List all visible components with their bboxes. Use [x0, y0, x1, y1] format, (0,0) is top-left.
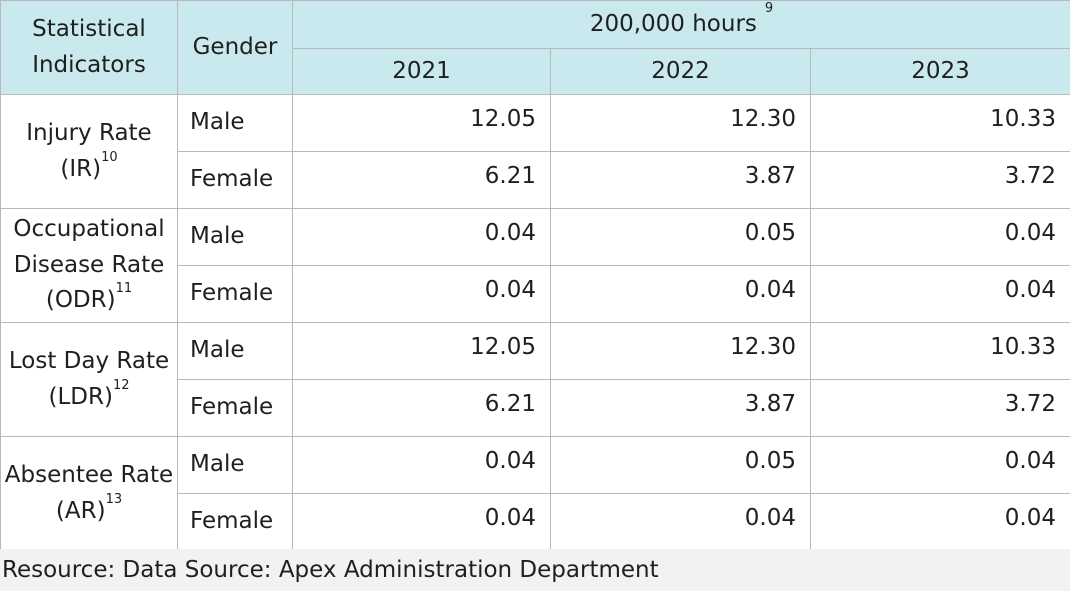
value-cell: 0.04 [809, 493, 1070, 551]
value-cell: 3.72 [809, 151, 1070, 209]
gender-cell: Male [177, 436, 293, 494]
value-cell: 10.33 [809, 94, 1070, 152]
indicator-cell: Injury Rate (IR)10 [0, 94, 178, 209]
value-cell: 10.33 [809, 322, 1070, 380]
table-body: Injury Rate (IR)10 Male 12.05 12.30 10.3… [0, 94, 1070, 551]
header-statistical-indicators: Statistical Indicators [0, 0, 178, 95]
gender-cell: Female [177, 379, 293, 437]
indicator-cell: Occupational Disease Rate (ODR)11 [0, 208, 178, 323]
indicator-cell: Absentee Rate (AR)13 [0, 436, 178, 551]
table-row: Occupational Disease Rate (ODR)11 Male 0… [0, 208, 1070, 323]
table-header: Statistical Indicators Gender 200,000 ho… [0, 0, 1070, 95]
value-cell: 0.04 [550, 493, 811, 551]
header-year-2021: 2021 [292, 48, 551, 95]
table-row: Absentee Rate (AR)13 Male 0.04 0.05 0.04 [0, 436, 1070, 551]
value-cell: 6.21 [292, 379, 551, 437]
value-cell: 3.87 [550, 379, 811, 437]
header-year-2022: 2022 [550, 48, 811, 95]
table-row: Female 6.21 3.87 3.72 [1, 379, 1070, 437]
safety-statistics-table: Statistical Indicators Gender 200,000 ho… [0, 0, 1070, 551]
value-cell: 0.05 [550, 208, 811, 266]
gender-cell: Female [177, 151, 293, 209]
value-cell: 0.04 [550, 265, 811, 323]
header-year-2023: 2023 [809, 48, 1070, 95]
footnote-marker: 10 [101, 149, 118, 165]
footnote-marker: 11 [115, 281, 133, 297]
gender-cell: Male [177, 94, 293, 152]
gender-cell: Female [177, 493, 293, 551]
footnote-9: 9 [764, 0, 774, 16]
header-unit: 200,000 hours9 [291, 0, 1070, 49]
table-row: Injury Rate (IR)10 Male 12.05 12.30 10.3… [0, 94, 1070, 209]
gender-cell: Male [177, 322, 293, 380]
header-gender: Gender [177, 0, 293, 95]
value-cell: 0.04 [809, 208, 1070, 266]
value-cell: 0.04 [292, 208, 551, 266]
value-cell: 6.21 [292, 151, 551, 209]
gender-cell: Female [177, 265, 293, 323]
table-row: Female 0.04 0.04 0.04 [1, 493, 1070, 551]
value-cell: 12.30 [550, 94, 811, 152]
value-cell: 12.05 [292, 94, 551, 152]
table-row: Lost Day Rate (LDR)12 Male 12.05 12.30 1… [0, 322, 1070, 437]
value-cell: 12.05 [292, 322, 551, 380]
value-cell: 3.72 [809, 379, 1070, 437]
value-cell: 0.04 [292, 493, 551, 551]
value-cell: 0.04 [809, 436, 1070, 494]
gender-cell: Male [177, 208, 293, 266]
value-cell: 0.04 [292, 265, 551, 323]
indicator-cell: Lost Day Rate (LDR)12 [0, 322, 178, 437]
value-cell: 12.30 [550, 322, 811, 380]
value-cell: 0.05 [550, 436, 811, 494]
value-cell: 0.04 [809, 265, 1070, 323]
value-cell: 0.04 [292, 436, 551, 494]
source-note: Resource: Data Source: Apex Administrati… [0, 549, 1070, 591]
value-cell: 3.87 [550, 151, 811, 209]
footnote-marker: 13 [105, 491, 123, 507]
footnote-marker: 12 [112, 377, 130, 393]
